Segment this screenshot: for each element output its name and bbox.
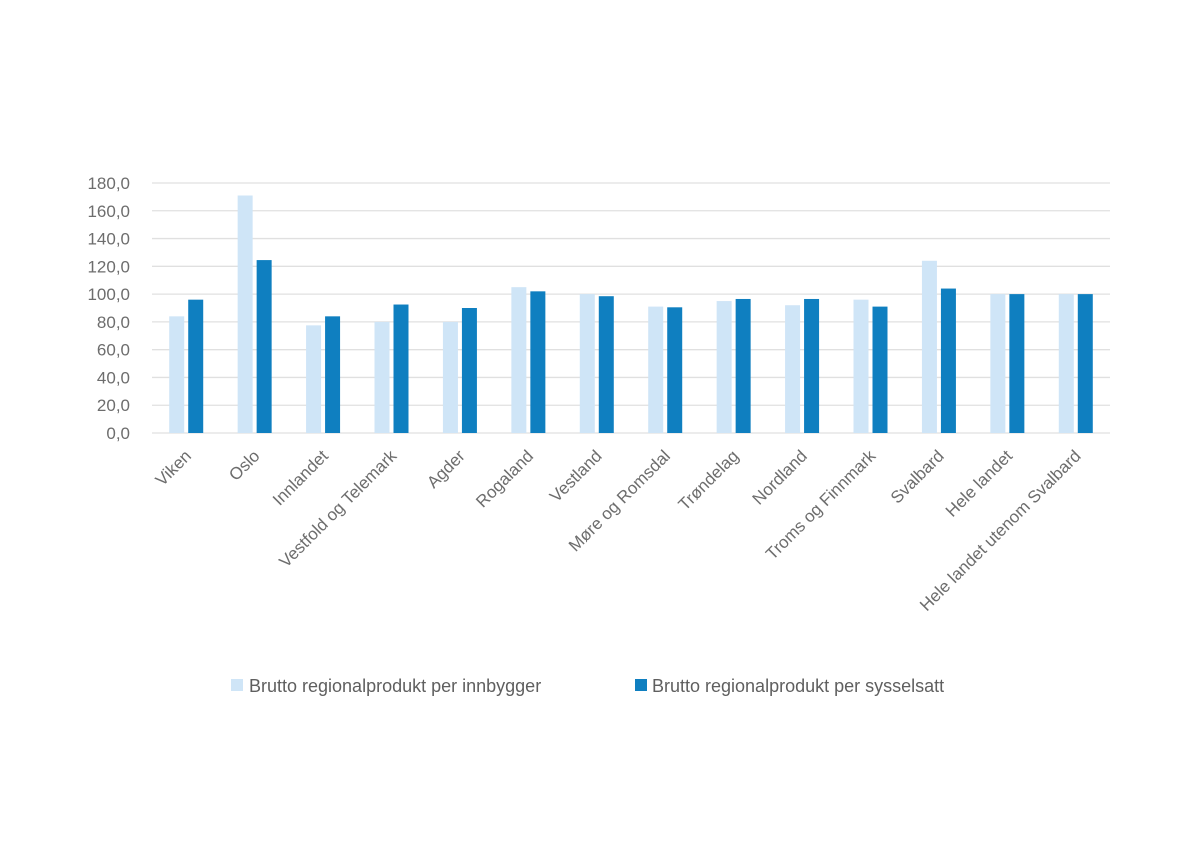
bar-per-innbygger-0 xyxy=(169,316,185,433)
bar-per-innbygger-6 xyxy=(579,294,595,433)
y-tick-label: 40,0 xyxy=(97,368,130,387)
bar-per-innbygger-5 xyxy=(511,287,527,433)
bar-per-sysselsatt-12 xyxy=(1009,294,1025,433)
x-tick-label: Trøndelag xyxy=(675,446,743,514)
bar-per-sysselsatt-3 xyxy=(393,304,409,433)
bar-per-sysselsatt-5 xyxy=(530,291,546,433)
gridlines xyxy=(152,182,1110,434)
legend-swatch-per-innbygger xyxy=(231,679,243,691)
bar-per-sysselsatt-10 xyxy=(872,306,888,433)
bar-per-sysselsatt-8 xyxy=(735,298,751,433)
bar-per-innbygger-11 xyxy=(921,260,937,433)
y-tick-label: 100,0 xyxy=(87,285,130,304)
bar-per-sysselsatt-6 xyxy=(598,296,614,433)
bar-per-sysselsatt-13 xyxy=(1077,294,1093,433)
bar-per-innbygger-13 xyxy=(1058,294,1074,433)
bar-per-sysselsatt-7 xyxy=(667,307,683,433)
legend-label-per-innbygger: Brutto regionalprodukt per innbygger xyxy=(249,676,541,696)
y-axis-ticks: 0,0 20,0 40,0 60,0 80,0 100,0 120,0 140,0 160,0 1… xyxy=(87,174,130,443)
x-tick-label: Nordland xyxy=(749,446,811,508)
bar-per-innbygger-3 xyxy=(374,321,390,433)
y-tick-label: 60,0 xyxy=(97,341,130,360)
legend-swatch-per-sysselsatt xyxy=(635,679,647,691)
x-tick-label: Vestland xyxy=(546,446,606,506)
x-tick-label: Viken xyxy=(152,446,195,489)
x-tick-label: Oslo xyxy=(225,446,263,484)
x-tick-label: Agder xyxy=(423,446,469,492)
y-tick-label: 180,0 xyxy=(87,174,130,193)
y-tick-label: 120,0 xyxy=(87,257,130,276)
legend: Brutto regionalprodukt per innbygger Bru… xyxy=(231,676,944,696)
bar-per-innbygger-7 xyxy=(648,306,664,433)
bar-per-innbygger-4 xyxy=(442,321,458,433)
bar-per-innbygger-2 xyxy=(306,325,322,433)
bar-per-innbygger-9 xyxy=(785,305,801,433)
legend-label-per-sysselsatt: Brutto regionalprodukt per sysselsatt xyxy=(652,676,944,696)
bar-per-innbygger-12 xyxy=(990,294,1006,433)
bar-per-innbygger-10 xyxy=(853,299,869,433)
bar-per-innbygger-1 xyxy=(237,195,253,433)
bar-per-sysselsatt-9 xyxy=(804,298,820,433)
bars xyxy=(169,195,1093,433)
bar-per-innbygger-8 xyxy=(716,301,732,433)
x-tick-label: Svalbard xyxy=(887,446,948,507)
y-tick-label: 20,0 xyxy=(97,396,130,415)
x-tick-label: Innlandet xyxy=(269,446,332,509)
x-tick-label: Hele landet xyxy=(942,446,1016,520)
y-tick-label: 0,0 xyxy=(106,424,130,443)
bar-per-sysselsatt-2 xyxy=(325,316,341,433)
bar-per-sysselsatt-1 xyxy=(256,260,272,433)
x-tick-label: Vestfold og Telemark xyxy=(276,446,401,571)
bar-per-sysselsatt-11 xyxy=(940,288,956,433)
y-tick-label: 140,0 xyxy=(87,230,130,249)
bar-per-sysselsatt-4 xyxy=(461,308,477,433)
x-tick-label: Rogaland xyxy=(472,446,537,511)
y-tick-label: 80,0 xyxy=(97,313,130,332)
y-tick-label: 160,0 xyxy=(87,202,130,221)
bar-per-sysselsatt-0 xyxy=(188,299,204,433)
